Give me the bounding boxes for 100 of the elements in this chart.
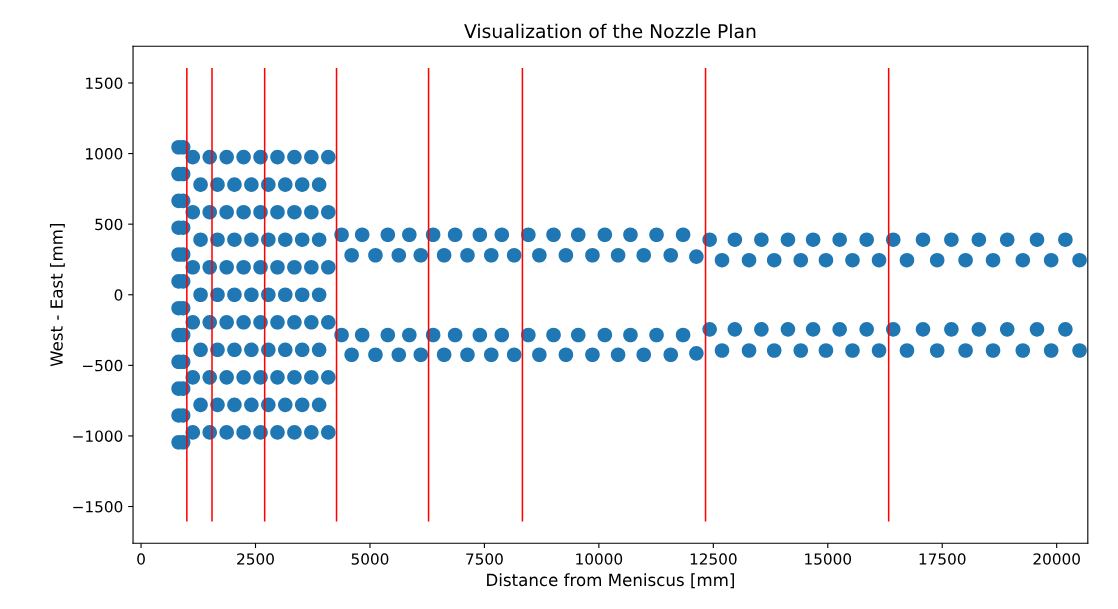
- point: [244, 342, 259, 358]
- point: [985, 343, 1001, 358]
- point: [899, 252, 915, 268]
- point: [714, 343, 730, 358]
- point: [270, 204, 285, 220]
- point: [219, 204, 234, 220]
- point: [261, 287, 276, 303]
- point: [227, 177, 242, 192]
- point: [1043, 343, 1059, 358]
- point: [425, 227, 441, 243]
- point: [236, 204, 251, 220]
- x-tick-label: 10000: [576, 553, 623, 565]
- point: [277, 287, 293, 303]
- point: [780, 322, 796, 337]
- point: [287, 149, 302, 165]
- point: [236, 149, 251, 165]
- point: [294, 287, 310, 303]
- point: [958, 252, 973, 268]
- point: [253, 259, 268, 275]
- point: [585, 347, 600, 363]
- point: [484, 347, 499, 363]
- point: [944, 322, 959, 337]
- chart-title: Visualization of the Nozzle Plan: [464, 23, 756, 39]
- point: [1072, 343, 1087, 358]
- point: [413, 347, 429, 363]
- point: [287, 204, 302, 220]
- point: [294, 232, 310, 247]
- point: [304, 315, 319, 330]
- point: [344, 247, 359, 263]
- point: [766, 343, 782, 358]
- point: [636, 247, 652, 263]
- x-axis-title: Distance from Meniscus [mm]: [487, 573, 734, 589]
- point: [270, 370, 285, 385]
- point: [460, 347, 475, 363]
- point: [663, 247, 679, 263]
- point: [702, 232, 717, 247]
- point: [741, 252, 757, 268]
- point: [436, 347, 452, 363]
- point: [506, 347, 522, 363]
- point: [193, 232, 208, 247]
- point: [380, 227, 396, 243]
- point: [754, 232, 769, 247]
- point: [321, 315, 336, 330]
- point: [521, 327, 536, 343]
- point: [971, 232, 987, 247]
- point: [859, 232, 874, 247]
- point: [944, 232, 959, 247]
- point: [413, 247, 429, 263]
- point: [885, 322, 901, 337]
- point: [1043, 252, 1059, 268]
- point: [321, 259, 336, 275]
- point: [334, 227, 349, 243]
- point: [484, 247, 499, 263]
- point: [506, 247, 522, 263]
- point: [818, 252, 834, 268]
- y-tick-label: −500: [82, 359, 123, 372]
- point: [570, 227, 586, 243]
- point: [253, 149, 268, 165]
- x-tick-label: 2500: [237, 553, 274, 565]
- y-tick-label: 0: [114, 289, 123, 301]
- point: [1015, 252, 1031, 268]
- point: [585, 247, 600, 263]
- point: [261, 397, 276, 413]
- point: [460, 247, 475, 263]
- point: [294, 397, 310, 413]
- point: [236, 370, 251, 385]
- point: [244, 177, 259, 192]
- point: [971, 322, 987, 337]
- y-tick-label: −1500: [73, 500, 123, 513]
- point: [689, 249, 704, 264]
- point: [623, 327, 638, 343]
- point: [832, 322, 847, 337]
- point: [227, 397, 242, 413]
- point: [985, 252, 1001, 268]
- point: [193, 287, 208, 303]
- point: [675, 227, 691, 243]
- point: [277, 177, 293, 192]
- point: [1029, 322, 1045, 337]
- x-tick-label: 0: [137, 553, 145, 565]
- point: [321, 149, 336, 165]
- point: [344, 347, 359, 363]
- point: [261, 177, 276, 192]
- point: [368, 247, 383, 263]
- point: [391, 347, 407, 363]
- point: [354, 327, 370, 343]
- point: [558, 247, 574, 263]
- point: [494, 227, 510, 243]
- point: [727, 322, 743, 337]
- point: [311, 397, 327, 413]
- point: [321, 370, 336, 385]
- point: [958, 343, 973, 358]
- point: [227, 232, 242, 247]
- point: [270, 149, 285, 165]
- point: [546, 327, 561, 343]
- point: [321, 425, 336, 440]
- point: [253, 370, 268, 385]
- point: [999, 232, 1015, 247]
- point: [558, 347, 574, 363]
- point: [494, 327, 510, 343]
- point: [766, 252, 782, 268]
